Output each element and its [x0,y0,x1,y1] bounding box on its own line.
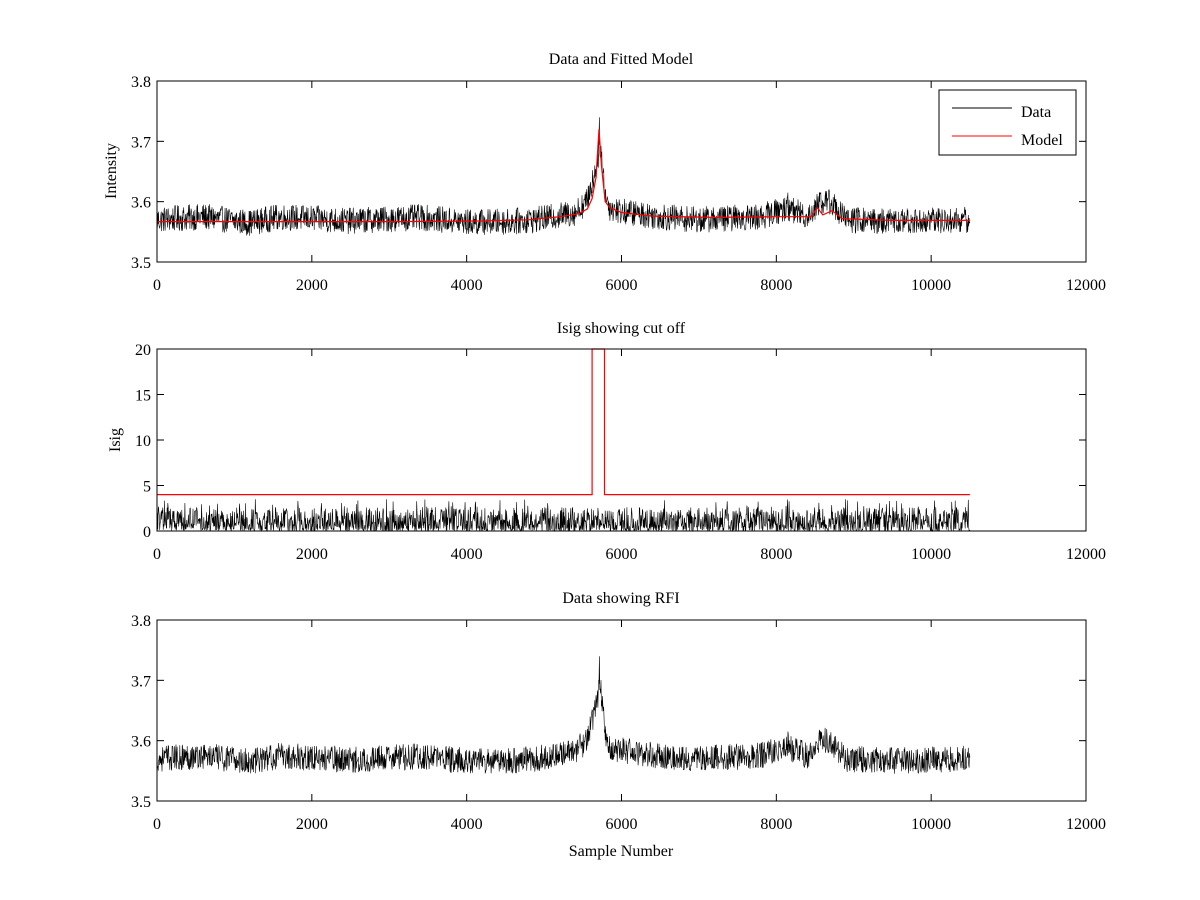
y-tick-label: 3.7 [131,673,151,690]
x-tick-label: 8000 [760,816,792,833]
x-tick-label: 4000 [451,816,483,833]
y-tick-label: 0 [143,524,151,541]
panel-bottom-title: Data showing RFI [562,590,679,607]
panel-middle-plot: 0 2000 4000 6000 8000 10000 12000 0 5 10 15 20 [135,342,1106,563]
y-tick-label: 3.8 [131,613,151,630]
legend: Data Model [938,89,1077,156]
x-tick-label: 2000 [296,546,328,563]
y-tick-label: 3.5 [131,794,151,811]
x-tick-label: 10000 [911,546,951,563]
x-tick-label: 8000 [760,546,792,563]
y-tick-label: 3.6 [131,734,151,751]
y-tick-label: 3.6 [131,195,151,212]
panel-bottom-xlabel: Sample Number [569,843,674,860]
legend-label-data: Data [1021,104,1051,121]
x-tick-label: 0 [153,816,161,833]
x-tick-label: 4000 [451,546,483,563]
y-tick-label: 20 [135,342,151,359]
y-tick-label: 15 [135,388,151,405]
panel-middle-ylabel: Isig [107,428,124,452]
panel-bottom: Data showing RFI Sample Number 0 2000 4000… [131,590,1106,860]
x-tick-label: 0 [153,546,161,563]
x-tick-label: 8000 [760,277,792,294]
panel-top-ylabel: Intensity [103,143,120,199]
x-tick-label: 12000 [1066,277,1106,294]
x-tick-label: 4000 [451,277,483,294]
legend-box [938,89,1077,156]
panel-top: Data and Fitted Model Intensity 0 2000 400… [103,51,1106,294]
series-top-model [157,129,970,223]
x-tick-label: 2000 [296,277,328,294]
x-tick-label: 12000 [1066,546,1106,563]
x-tick-label: 12000 [1066,816,1106,833]
panel-middle-title: Isig showing cut off [557,320,686,337]
panel-middle: Isig showing cut off Isig 0 2000 4000 6000 8… [107,320,1106,563]
series-bottom-data [156,656,971,774]
x-tick-label: 10000 [911,816,951,833]
panel-top-plot: 0 2000 4000 6000 8000 10000 12000 3.5 3.6 3.7 3.8 [131,74,1106,294]
x-tick-label: 10000 [911,277,951,294]
y-tick-label: 5 [143,479,151,496]
y-tick-label: 3.7 [131,134,151,151]
y-tick-label: 3.8 [131,74,151,91]
x-tick-label: 6000 [606,277,638,294]
x-tick-label: 2000 [296,816,328,833]
x-tick-label: 6000 [606,546,638,563]
x-tick-label: 6000 [606,816,638,833]
panel-bottom-plot: 0 2000 4000 6000 8000 10000 12000 3.5 3.6 3.7 3.8 [131,613,1106,833]
x-tick-label: 0 [153,277,161,294]
y-tick-label: 3.5 [131,255,151,272]
y-tick-label: 10 [135,433,151,450]
panel-top-title: Data and Fitted Model [549,51,694,68]
legend-label-model: Model [1021,132,1063,149]
